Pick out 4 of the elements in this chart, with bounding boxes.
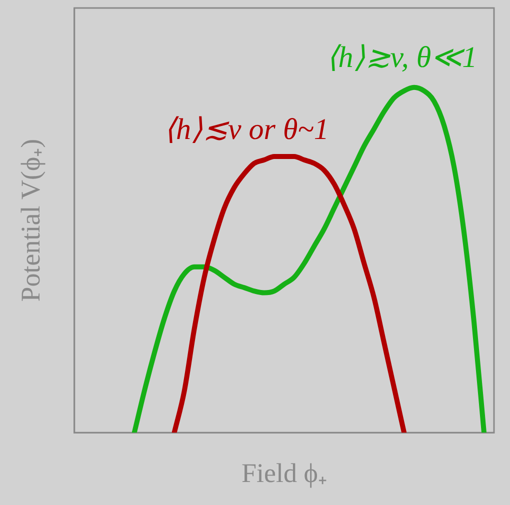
x-axis-title: Field ϕ₊ (241, 458, 327, 488)
series-label: ⟨h⟩≲v or θ~1 (164, 113, 329, 146)
series-label: ⟨h⟩≳v, θ≪1 (326, 40, 478, 74)
y-axis-title: Potential V(ϕ₊) (15, 138, 46, 302)
